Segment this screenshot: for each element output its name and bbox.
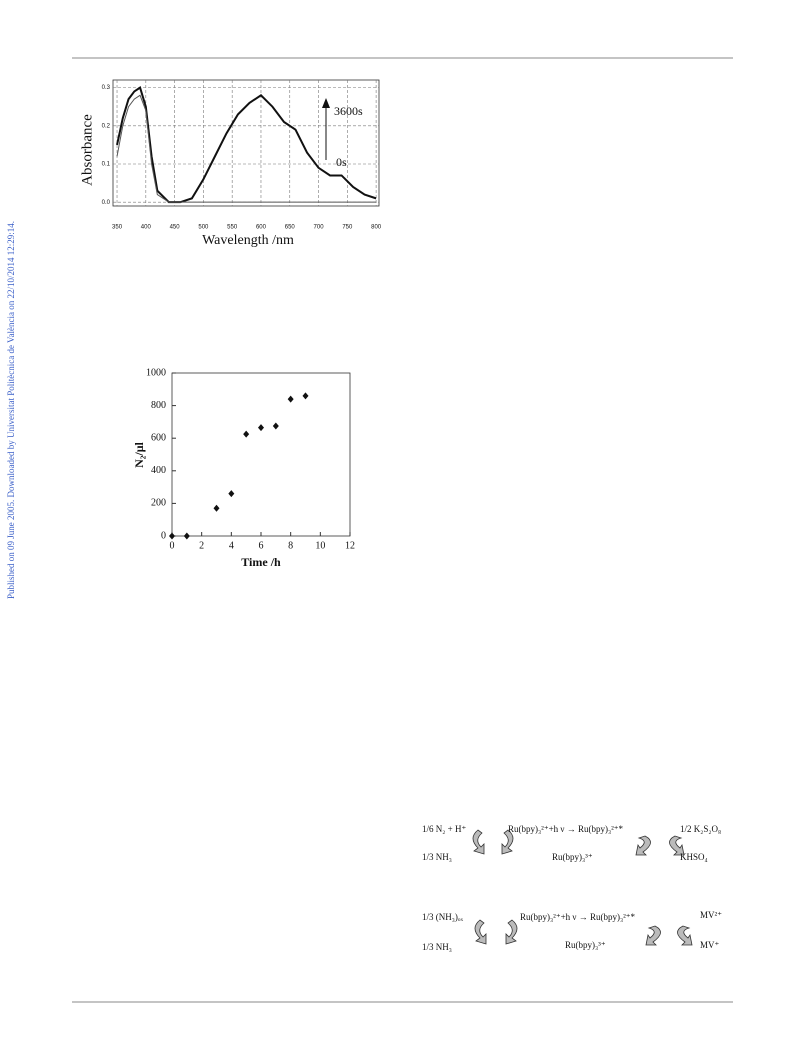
- time-arrowhead: [322, 98, 330, 108]
- data-point: [183, 532, 190, 540]
- y-tick-label: 0: [161, 530, 166, 541]
- data-point: [213, 504, 220, 512]
- scheme-text: MV²⁺: [700, 910, 722, 920]
- x-tick-label: 0: [170, 540, 175, 551]
- x-tick-label: 550: [227, 225, 238, 231]
- x-tick-label: 800: [371, 225, 382, 231]
- spectrum-line: [116, 94, 377, 203]
- data-point: [258, 424, 264, 432]
- data-point: [228, 490, 235, 498]
- spectrum-line: [116, 86, 377, 204]
- data-point: [287, 395, 294, 403]
- scheme-text: Ru(bpy)₃³⁺: [552, 852, 593, 862]
- data-point: [169, 532, 175, 540]
- x-tick-label: 350: [112, 225, 123, 231]
- y-tick-label: 0.3: [102, 85, 111, 91]
- plot-frame: [171, 372, 351, 537]
- annotation: 0s: [336, 155, 347, 169]
- scheme-text: 1/6 N₂ + H⁺: [422, 824, 466, 834]
- x-tick-label: 650: [285, 225, 296, 231]
- annotation: 3600s: [334, 104, 363, 118]
- scheme-text: 1/3 (NH₃)ₒₓ: [422, 912, 463, 922]
- scheme-text: Ru(bpy)₃³⁺: [565, 940, 606, 950]
- cycle-arrow: [474, 919, 487, 945]
- side-note: Published on 09 June 2005. Downloaded by…: [6, 221, 16, 599]
- data-point: [243, 430, 250, 438]
- cycle-arrow: [505, 919, 518, 945]
- data-point: [272, 422, 279, 430]
- y-axis-label: Absorbance: [79, 114, 95, 186]
- y-tick-label: 600: [151, 432, 166, 443]
- scheme-text: MV⁺: [700, 940, 720, 950]
- x-tick-label: 2: [199, 540, 204, 551]
- x-tick-label: 500: [198, 225, 209, 231]
- plot-frame: [112, 79, 380, 207]
- cycle-arrow: [677, 925, 693, 946]
- x-tick-label: 12: [345, 540, 355, 551]
- y-tick-label: 0.0: [102, 200, 111, 206]
- x-tick-label: 450: [170, 225, 181, 231]
- cycle-arrow: [645, 925, 661, 946]
- x-tick-label: 400: [141, 225, 152, 231]
- schemes: 1/6 N₂ + H⁺ 1/3 NH₃ Ru(bpy)₃²⁺+h ν → Ru(…: [422, 824, 722, 952]
- data-point: [302, 392, 309, 400]
- scheme-text: 1/3 NH₃: [422, 942, 452, 952]
- y-axis-label: N₂/μl: [132, 441, 146, 467]
- cycle-arrow: [501, 829, 514, 855]
- scheme-text: Ru(bpy)₃²⁺+h ν → Ru(bpy)₃²⁺*: [508, 824, 624, 834]
- scheme-text: KHSO₄: [680, 852, 708, 862]
- cycle-arrow: [635, 835, 651, 856]
- x-tick-label: 600: [256, 225, 267, 231]
- scheme-text: Ru(bpy)₃²⁺+h ν → Ru(bpy)₃²⁺*: [520, 912, 636, 922]
- y-tick-label: 200: [151, 498, 166, 509]
- x-axis-label: Time /h: [241, 555, 281, 569]
- cycle-arrow: [472, 829, 485, 855]
- x-tick-label: 10: [315, 540, 325, 551]
- x-tick-label: 750: [342, 225, 353, 231]
- x-tick-label: 4: [229, 540, 234, 551]
- x-tick-label: 8: [288, 540, 293, 551]
- x-axis-label: Wavelength /nm: [202, 233, 294, 248]
- scheme-text: 1/3 NH₃: [422, 852, 452, 862]
- x-tick-label: 6: [259, 540, 264, 551]
- y-tick-label: 400: [151, 465, 166, 476]
- x-tick-label: 700: [314, 225, 325, 231]
- y-tick-label: 0.1: [102, 162, 111, 168]
- y-tick-label: 1000: [146, 367, 166, 378]
- cycle-arrow: [669, 835, 685, 856]
- y-tick-label: 800: [151, 400, 166, 411]
- scheme-text: 1/2 K₂S₂O₈: [680, 824, 721, 834]
- y-tick-label: 0.2: [102, 123, 111, 129]
